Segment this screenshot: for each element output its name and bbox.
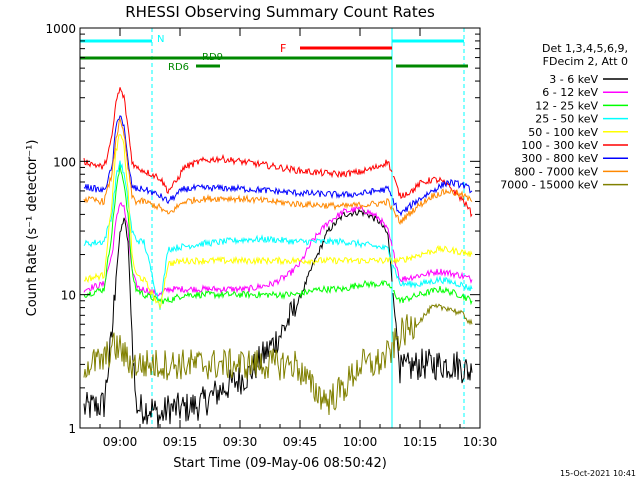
x-tick-label: 10:30: [463, 435, 498, 449]
series-line-1-b: [392, 249, 473, 284]
legend-label: 6 - 12 keV: [542, 86, 598, 99]
legend-header-line-2: FDecim 2, Att 0: [543, 55, 628, 68]
legend-label: 25 - 50 keV: [535, 113, 598, 126]
legend-label: 100 - 300 keV: [521, 139, 598, 152]
series-line-0-b: [392, 293, 473, 384]
y-tick-label: 100: [53, 155, 76, 169]
legend: Det 1,3,4,5,6,9, FDecim 2, Att 0 3 - 6 k…: [500, 42, 628, 192]
series-line-4-b: [392, 245, 473, 264]
y-tick-label: 1: [68, 422, 76, 436]
flag-n-label: N: [157, 34, 164, 45]
y-axis-ticks: 1 10 100 1000: [45, 22, 480, 436]
series-line-8-a: [83, 332, 393, 416]
series-line-5-a: [83, 87, 393, 195]
flag-rd9-label: RD9: [202, 52, 223, 63]
flag-annotations: N RD9 RD6 F: [157, 34, 286, 73]
x-tick-label: 09:30: [223, 435, 258, 449]
legend-label: 3 - 6 keV: [549, 73, 598, 86]
plot-area: [83, 87, 473, 429]
interval-bars: [80, 39, 468, 68]
series-line-3-b: [392, 264, 473, 292]
legend-label: 50 - 100 keV: [528, 126, 598, 139]
legend-label: 300 - 800 keV: [521, 152, 598, 165]
series-line-7-a: [83, 117, 393, 215]
legend-label: 800 - 7000 keV: [514, 165, 598, 178]
legend-label: 12 - 25 keV: [535, 99, 598, 112]
series-line-8-b: [392, 303, 473, 359]
flag-rd6-label: RD6: [168, 62, 189, 73]
series-line-6-b: [392, 178, 473, 217]
series-line-2-a: [83, 164, 393, 305]
series-line-6-a: [83, 115, 393, 205]
x-tick-label: 10:00: [343, 435, 378, 449]
series-line-0-a: [83, 208, 393, 429]
x-tick-label: 09:00: [103, 435, 138, 449]
flag-f-label: F: [280, 42, 286, 55]
series-line-4-a: [83, 134, 393, 310]
series-line-7-b: [392, 188, 473, 226]
series-line-2-b: [392, 285, 473, 306]
x-tick-label: 09:15: [163, 435, 198, 449]
y-tick-label: 1000: [45, 22, 76, 36]
footer-timestamp: 15-Oct-2021 10:41: [560, 469, 636, 478]
legend-header-line-1: Det 1,3,4,5,6,9,: [542, 42, 628, 55]
series-line-1-a: [83, 201, 393, 297]
night-boundaries: [79, 28, 465, 428]
legend-label: 7000 - 15000 keV: [500, 179, 598, 192]
x-axis-label: Start Time (09-May-06 08:50:42): [173, 456, 387, 471]
x-axis-ticks: 09:00 09:15 09:30 09:45 10:00 10:15 10:30: [99, 28, 498, 449]
x-tick-label: 10:15: [403, 435, 438, 449]
series-line-3-a: [83, 160, 393, 310]
chart-title: RHESSI Observing Summary Count Rates: [125, 3, 435, 21]
y-tick-label: 10: [61, 289, 76, 303]
y-axis-label: Count Rate (s⁻¹ detector⁻¹): [25, 140, 40, 317]
x-tick-label: 09:45: [283, 435, 318, 449]
